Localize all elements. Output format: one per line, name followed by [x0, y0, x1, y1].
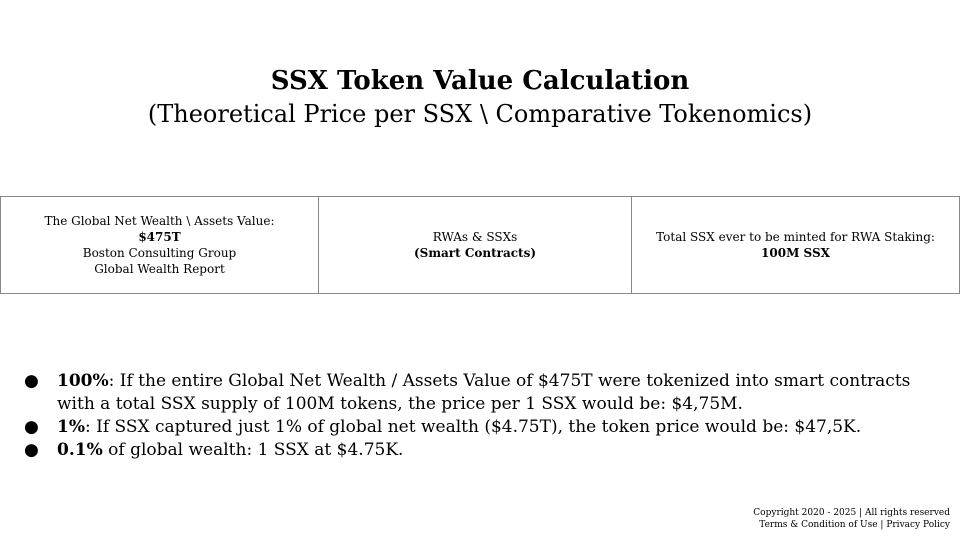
- footer: Copyright 2020 - 2025 | All rights reser…: [753, 507, 950, 531]
- bullet-lead: 100%: [57, 371, 109, 391]
- bullet-lead: 1%: [57, 417, 85, 437]
- rwas-label: RWAs & SSXs: [432, 230, 518, 244]
- bullet-icon: ●: [24, 417, 39, 437]
- list-item: ● 1%: If SSX captured just 1% of global …: [24, 416, 944, 439]
- title-block: SSX Token Value Calculation (Theoretical…: [0, 64, 960, 130]
- bullet-lead: 0.1%: [57, 440, 103, 460]
- privacy-link[interactable]: Privacy Policy: [886, 520, 950, 530]
- footer-links: Terms & Condition of Use | Privacy Polic…: [753, 519, 950, 531]
- page-title: SSX Token Value Calculation: [270, 66, 690, 96]
- page-subtitle: (Theoretical Price per SSX \ Comparative…: [147, 100, 813, 128]
- bullet-text: : If SSX captured just 1% of global net …: [84, 417, 862, 437]
- table-cell-rwas: RWAs & SSXs (Smart Contracts): [319, 197, 632, 293]
- list-item: ● 100%: If the entire Global Net Wealth …: [24, 370, 944, 416]
- global-wealth-source: Boston Consulting Group: [82, 246, 237, 260]
- total-ssx-label: Total SSX ever to be minted for RWA Stak…: [656, 230, 935, 244]
- bullet-list: ● 100%: If the entire Global Net Wealth …: [24, 370, 944, 462]
- terms-link[interactable]: Terms & Condition of Use: [759, 520, 878, 530]
- global-wealth-report: Global Wealth Report: [94, 262, 225, 276]
- bullet-text: of global wealth: 1 SSX at $4.75K.: [102, 440, 404, 460]
- bullet-text: : If the entire Global Net Wealth / Asse…: [57, 371, 911, 414]
- copyright-text: Copyright 2020 - 2025 | All rights reser…: [753, 508, 950, 518]
- table-cell-global-wealth: The Global Net Wealth \ Assets Value: $4…: [0, 197, 319, 293]
- global-wealth-value: $475T: [138, 230, 181, 244]
- list-item: ● 0.1% of global wealth: 1 SSX at $4.75K…: [24, 439, 944, 462]
- total-ssx-value: 100M SSX: [761, 246, 830, 260]
- info-table: The Global Net Wealth \ Assets Value: $4…: [0, 196, 960, 294]
- global-wealth-label: The Global Net Wealth \ Assets Value:: [44, 214, 275, 228]
- table-cell-total-ssx: Total SSX ever to be minted for RWA Stak…: [632, 197, 960, 293]
- footer-separator: |: [877, 520, 887, 530]
- bullet-icon: ●: [24, 440, 39, 460]
- bullet-icon: ●: [24, 371, 39, 391]
- smart-contracts-label: (Smart Contracts): [413, 246, 537, 260]
